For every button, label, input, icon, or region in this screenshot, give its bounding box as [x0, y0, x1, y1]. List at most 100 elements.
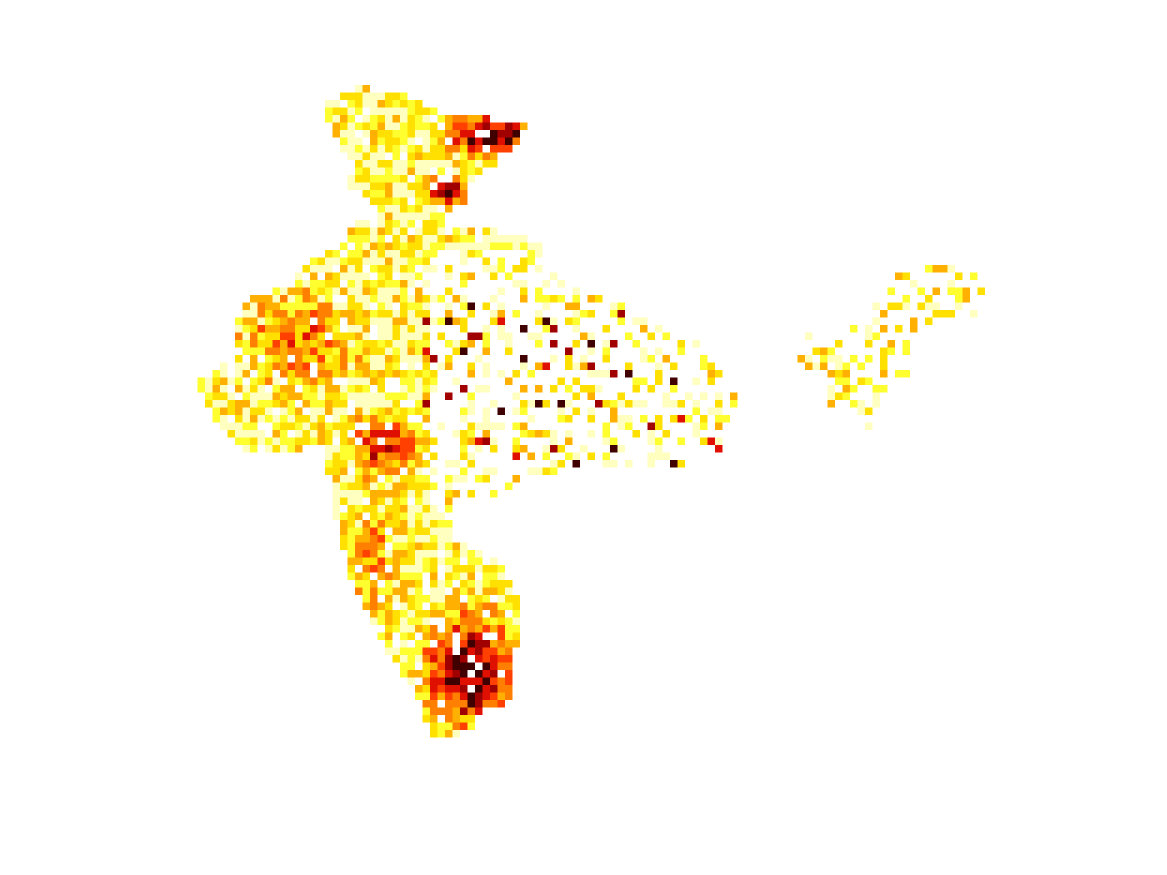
- heatmap-cell: [400, 542, 408, 550]
- heatmap-cell: [692, 430, 700, 438]
- heatmap-cell: [377, 257, 385, 265]
- heatmap-cell: [670, 400, 678, 408]
- heatmap-cell: [257, 295, 265, 303]
- heatmap-cell: [377, 212, 385, 220]
- heatmap-cell: [385, 482, 393, 490]
- heatmap-cell: [557, 445, 565, 453]
- heatmap-cell: [955, 287, 963, 295]
- heatmap-cell: [362, 220, 370, 228]
- heatmap-cell: [572, 287, 580, 295]
- heatmap-cell: [385, 190, 393, 198]
- heatmap-cell: [377, 407, 385, 415]
- heatmap-cell: [437, 317, 445, 325]
- heatmap-cell: [565, 355, 573, 363]
- heatmap-cell: [535, 430, 543, 438]
- heatmap-cell: [392, 212, 400, 220]
- heatmap-cell: [400, 122, 408, 130]
- heatmap-cell: [542, 280, 550, 288]
- heatmap-cell: [490, 445, 498, 453]
- heatmap-cell: [415, 422, 423, 430]
- heatmap-cell: [482, 692, 490, 700]
- heatmap-cell: [385, 92, 393, 100]
- heatmap-cell: [332, 467, 340, 475]
- heatmap-cell: [490, 640, 498, 648]
- heatmap-cell: [407, 325, 415, 333]
- heatmap-cell: [415, 385, 423, 393]
- heatmap-cell: [445, 730, 453, 738]
- heatmap-cell: [362, 340, 370, 348]
- heatmap-cell: [505, 685, 513, 693]
- heatmap-cell: [355, 272, 363, 280]
- heatmap-cell: [505, 130, 513, 138]
- heatmap-cell: [407, 205, 415, 213]
- heatmap-cell: [355, 587, 363, 595]
- heatmap-cell: [392, 197, 400, 205]
- heatmap-cell: [452, 700, 460, 708]
- heatmap-cell: [250, 385, 258, 393]
- heatmap-cell: [400, 355, 408, 363]
- heatmap-cell: [430, 145, 438, 153]
- heatmap-cell: [370, 482, 378, 490]
- heatmap-cell: [347, 520, 355, 528]
- heatmap-cell: [872, 385, 880, 393]
- heatmap-cell: [362, 535, 370, 543]
- heatmap-cell: [452, 550, 460, 558]
- heatmap-cell: [580, 355, 588, 363]
- heatmap-cell: [445, 625, 453, 633]
- heatmap-cell: [437, 640, 445, 648]
- heatmap-cell: [302, 370, 310, 378]
- heatmap-cell: [542, 452, 550, 460]
- heatmap-cell: [850, 325, 858, 333]
- heatmap-cell: [287, 317, 295, 325]
- heatmap-cell: [445, 527, 453, 535]
- heatmap-cell: [475, 655, 483, 663]
- heatmap-cell: [895, 302, 903, 310]
- heatmap-cell: [370, 295, 378, 303]
- heatmap-cell: [625, 460, 633, 468]
- heatmap-cell: [467, 250, 475, 258]
- heatmap-cell: [280, 310, 288, 318]
- heatmap-cell: [302, 355, 310, 363]
- heatmap-cell: [437, 655, 445, 663]
- heatmap-cell: [415, 182, 423, 190]
- heatmap-cell: [280, 347, 288, 355]
- heatmap-cell: [490, 670, 498, 678]
- heatmap-cell: [452, 692, 460, 700]
- heatmap-cell: [377, 430, 385, 438]
- heatmap-cell: [505, 145, 513, 153]
- heatmap-cell: [287, 295, 295, 303]
- heatmap-cell: [872, 400, 880, 408]
- heatmap-cell: [715, 437, 723, 445]
- heatmap-cell: [302, 392, 310, 400]
- heatmap-cell: [460, 115, 468, 123]
- heatmap-cell: [422, 475, 430, 483]
- heatmap-cell: [370, 242, 378, 250]
- heatmap-cell: [242, 407, 250, 415]
- heatmap-cell: [850, 385, 858, 393]
- heatmap-cell: [452, 625, 460, 633]
- heatmap-cell: [925, 317, 933, 325]
- heatmap-cell: [512, 392, 520, 400]
- heatmap-cell: [347, 572, 355, 580]
- heatmap-cell: [355, 332, 363, 340]
- heatmap-cell: [400, 655, 408, 663]
- heatmap-cell: [422, 377, 430, 385]
- heatmap-cell: [265, 377, 273, 385]
- heatmap-cell: [400, 527, 408, 535]
- heatmap-cell: [295, 295, 303, 303]
- heatmap-cell: [400, 437, 408, 445]
- heatmap-cell: [460, 565, 468, 573]
- heatmap-cell: [362, 572, 370, 580]
- heatmap-cell: [287, 385, 295, 393]
- heatmap-cell: [460, 437, 468, 445]
- heatmap-cell: [505, 587, 513, 595]
- heatmap-cell: [437, 580, 445, 588]
- heatmap-cell: [587, 340, 595, 348]
- heatmap-cell: [385, 437, 393, 445]
- heatmap-cell: [512, 235, 520, 243]
- heatmap-cell: [415, 647, 423, 655]
- heatmap-cell: [490, 295, 498, 303]
- heatmap-cell: [550, 460, 558, 468]
- heatmap-cell: [407, 430, 415, 438]
- heatmap-cell: [377, 632, 385, 640]
